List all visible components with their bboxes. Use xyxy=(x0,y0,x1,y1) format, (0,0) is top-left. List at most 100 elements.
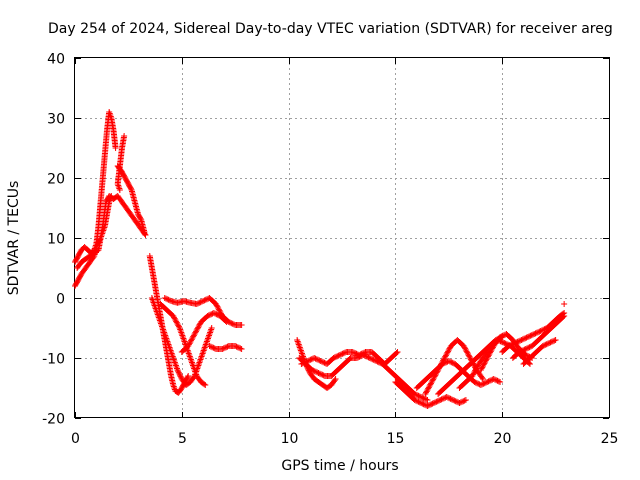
data-point xyxy=(443,394,450,400)
data-point xyxy=(519,336,526,343)
data-point xyxy=(499,332,506,339)
data-point xyxy=(335,352,342,359)
data-point xyxy=(449,359,456,366)
data-point xyxy=(444,349,451,356)
data-point xyxy=(174,367,181,373)
data-point xyxy=(319,371,326,378)
data-point xyxy=(473,365,480,371)
y-tick-labels: -20 -10 0 10 20 30 40 xyxy=(42,52,65,428)
data-point xyxy=(411,391,418,397)
data-point xyxy=(317,358,324,364)
data-point xyxy=(142,232,149,238)
data-point xyxy=(164,296,171,303)
data-point xyxy=(429,377,436,384)
data-point xyxy=(446,395,453,402)
data-point xyxy=(479,364,486,371)
data-point xyxy=(421,401,428,408)
data-point xyxy=(230,321,237,328)
data-point xyxy=(350,349,357,356)
data-point xyxy=(480,361,487,368)
data-point xyxy=(550,338,557,345)
data-point xyxy=(210,310,217,316)
data-point xyxy=(440,357,447,364)
data-point xyxy=(212,310,219,317)
data-point xyxy=(501,340,508,346)
data-point xyxy=(487,349,494,356)
data-point xyxy=(115,184,122,190)
data-point xyxy=(488,377,495,384)
data-point xyxy=(208,325,215,331)
data-point xyxy=(479,374,486,381)
data-point xyxy=(302,359,309,366)
data-point xyxy=(298,361,305,367)
data-point xyxy=(238,346,245,352)
data-point xyxy=(137,215,144,222)
data-point xyxy=(173,319,180,326)
data-point xyxy=(209,344,216,351)
data-point xyxy=(465,352,472,359)
data-point xyxy=(192,329,199,336)
data-point xyxy=(497,334,504,340)
grid-lines xyxy=(75,58,609,418)
data-point xyxy=(211,345,218,352)
data-point xyxy=(188,336,195,343)
data-point xyxy=(412,397,419,404)
data-point xyxy=(420,395,427,402)
data-point xyxy=(493,377,500,384)
data-point xyxy=(233,343,240,350)
data-point xyxy=(416,393,423,400)
data-point xyxy=(141,229,148,235)
data-point xyxy=(353,350,360,357)
data-point xyxy=(542,341,549,348)
data-point xyxy=(303,358,310,365)
data-point xyxy=(307,356,314,363)
data-point xyxy=(505,343,512,349)
data-point xyxy=(426,383,433,389)
x-tick-label: 25 xyxy=(601,431,619,447)
data-point xyxy=(478,365,485,372)
data-point xyxy=(464,349,471,356)
data-point xyxy=(445,358,452,364)
data-point xyxy=(423,388,430,395)
data-point xyxy=(213,311,220,318)
data-point xyxy=(331,354,338,361)
data-point xyxy=(515,338,522,345)
data-point xyxy=(214,311,221,318)
data-point xyxy=(175,323,182,330)
data-point xyxy=(200,298,207,304)
data-point xyxy=(487,348,494,355)
data-point xyxy=(232,343,239,349)
data-point xyxy=(445,348,452,355)
y-tick-label: 10 xyxy=(47,232,65,248)
data-point xyxy=(438,360,445,367)
data-point xyxy=(185,373,192,379)
data-point xyxy=(548,338,555,345)
data-point xyxy=(195,323,202,329)
data-point xyxy=(422,391,429,397)
data-point xyxy=(194,325,201,332)
data-point xyxy=(469,373,476,379)
data-point xyxy=(497,379,504,385)
x-tick-label: 15 xyxy=(387,431,405,447)
data-point xyxy=(479,363,486,369)
data-point xyxy=(472,367,479,374)
data-point xyxy=(229,320,236,327)
data-point xyxy=(424,387,431,393)
data-point xyxy=(207,343,214,350)
data-point xyxy=(524,334,531,340)
data-point xyxy=(495,378,502,385)
data-point xyxy=(457,399,464,406)
data-point xyxy=(237,345,244,352)
data-point xyxy=(318,371,325,378)
data-points xyxy=(72,109,568,409)
y-tick-label: 40 xyxy=(47,52,65,68)
data-point xyxy=(527,332,534,339)
data-point xyxy=(522,335,529,342)
data-point xyxy=(506,342,513,349)
y-tick-label: -20 xyxy=(42,412,65,428)
data-point xyxy=(334,353,341,360)
data-point xyxy=(416,399,423,406)
data-point xyxy=(447,395,454,402)
data-point xyxy=(331,377,338,384)
data-point xyxy=(366,355,373,361)
